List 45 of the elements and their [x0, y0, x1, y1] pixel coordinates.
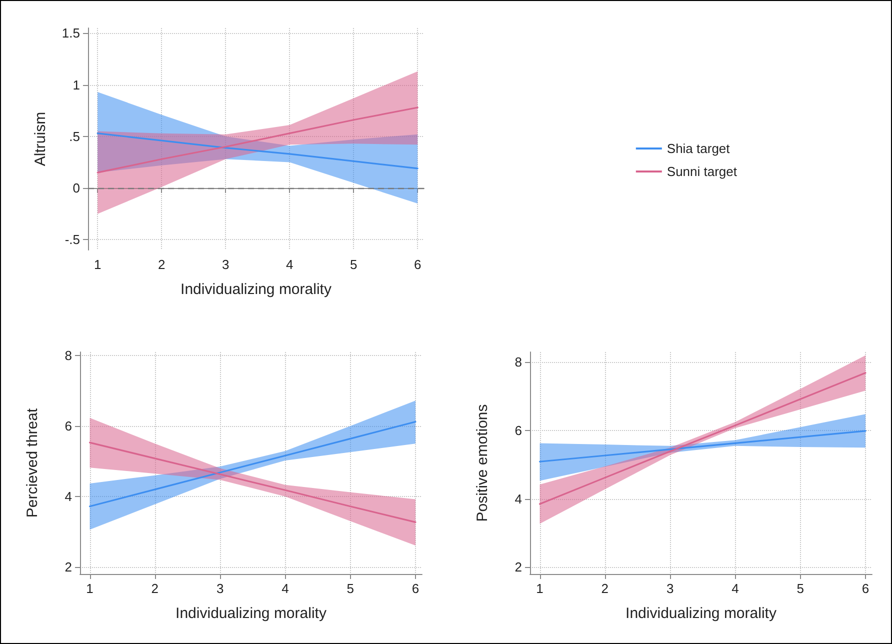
y-axis-title: Altruism [32, 112, 49, 166]
x-tick-label: 4 [282, 581, 289, 596]
y-tick-label: 1 [72, 77, 80, 92]
x-tick-label: 4 [732, 581, 739, 596]
y-axis-title: Percieved threat [24, 408, 41, 518]
x-tick-label: 2 [601, 581, 609, 596]
y-tick-label: 8 [514, 354, 522, 370]
x-axis-title: Individualizing morality [626, 605, 777, 622]
y-tick-label: 2 [514, 560, 522, 575]
x-tick-label: 3 [666, 581, 674, 596]
x-tick-label: 5 [346, 581, 354, 596]
line-series [96, 132, 418, 170]
y-tick-label: 1.5 [62, 26, 80, 41]
line-series [88, 420, 416, 508]
y-tick-label: 2 [64, 559, 72, 574]
y-tick-label: 6 [64, 418, 72, 434]
x-tick-label: 6 [412, 581, 420, 596]
x-tick-label: 4 [286, 257, 294, 272]
y-tick-label: 0 [72, 180, 80, 196]
legend-label: Sunni target [666, 164, 738, 179]
x-tick-label: 1 [536, 581, 544, 596]
line-series [538, 430, 866, 462]
y-tick-label: 4 [514, 491, 522, 506]
y-tick-label: 4 [64, 488, 72, 504]
x-tick-label: 6 [414, 257, 422, 272]
y-tick-label: 6 [514, 423, 522, 438]
legend-label: Shia target [666, 141, 730, 156]
y-tick-label: 8 [64, 348, 72, 364]
x-tick-label: 3 [222, 257, 230, 272]
x-tick-label: 1 [94, 257, 102, 272]
y-axis-title: Positive emotions [474, 404, 491, 522]
y-tick-label: -.5 [64, 232, 80, 248]
y-tick-label: .5 [69, 128, 80, 144]
line-series [88, 442, 416, 523]
line-series [538, 372, 866, 505]
x-tick-label: 5 [350, 257, 358, 272]
x-tick-label: 6 [862, 581, 870, 596]
x-tick-label: 1 [86, 581, 94, 596]
line-series [96, 106, 418, 174]
x-tick-label: 2 [151, 581, 159, 596]
x-tick-label: 3 [216, 581, 224, 596]
x-axis-title: Individualizing morality [176, 605, 327, 622]
x-axis-title: Individualizing morality [180, 281, 332, 298]
x-tick-label: 5 [796, 581, 804, 596]
x-tick-label: 2 [158, 257, 166, 272]
